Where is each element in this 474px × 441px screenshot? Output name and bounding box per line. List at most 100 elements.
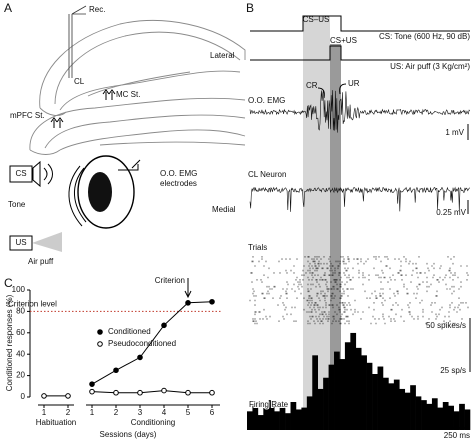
label: Medial bbox=[212, 205, 236, 214]
x-tick-label: 4 bbox=[162, 408, 167, 417]
label: O.O. EMG bbox=[160, 169, 197, 178]
label: CL bbox=[74, 77, 85, 86]
label: electrodes bbox=[160, 179, 197, 188]
bar bbox=[285, 413, 291, 430]
chart-title: Firing Rate bbox=[249, 400, 289, 409]
bar bbox=[355, 347, 362, 430]
bar bbox=[372, 374, 378, 430]
panel-label: B bbox=[246, 1, 254, 15]
y-tick-label: 20 bbox=[16, 371, 25, 380]
bar bbox=[361, 355, 367, 430]
data-point bbox=[41, 393, 47, 399]
cs-trace bbox=[250, 15, 470, 32]
brain-outline bbox=[59, 70, 241, 111]
label: mPFC St. bbox=[10, 111, 45, 120]
bar bbox=[252, 403, 259, 430]
bar bbox=[464, 409, 471, 430]
bar bbox=[366, 362, 373, 430]
legend-marker bbox=[97, 341, 103, 347]
bar bbox=[453, 411, 460, 430]
electrode bbox=[71, 5, 87, 15]
bar bbox=[344, 342, 351, 430]
series-line bbox=[91, 301, 213, 385]
x-tick-label: 5 bbox=[186, 408, 191, 417]
data-point bbox=[185, 300, 191, 306]
speaker bbox=[32, 160, 41, 188]
label: Rec. bbox=[89, 5, 105, 14]
bar bbox=[399, 388, 406, 430]
bar bbox=[388, 383, 395, 430]
label: Lateral bbox=[210, 51, 235, 60]
x-tick-label: 6 bbox=[210, 408, 215, 417]
bar bbox=[312, 355, 319, 430]
data-point bbox=[161, 322, 167, 329]
label: US: Air puff (3 Kg/cm²) bbox=[390, 62, 470, 71]
bar bbox=[279, 405, 286, 430]
annotation-arrow bbox=[184, 278, 192, 299]
label: CR bbox=[306, 81, 318, 90]
bar bbox=[306, 396, 313, 430]
y-tick-label: 40 bbox=[16, 349, 25, 358]
brain-outline bbox=[87, 71, 191, 97]
y-tick-label: 80 bbox=[16, 307, 25, 316]
brain-outline bbox=[59, 129, 246, 151]
bar bbox=[448, 405, 454, 430]
cs-plus-us-interval bbox=[330, 44, 341, 430]
legend-marker bbox=[97, 329, 103, 335]
bar bbox=[393, 379, 400, 430]
label: MC St. bbox=[116, 90, 140, 99]
x-tick-label: 2 bbox=[66, 408, 71, 417]
group-label: Conditioning bbox=[131, 418, 175, 427]
bar bbox=[334, 351, 340, 430]
brain-outline bbox=[29, 97, 246, 151]
label: CL Neuron bbox=[248, 170, 286, 179]
iris bbox=[88, 172, 112, 212]
panel-c: C 0 20 40 60 80 100 1 2 1 2 3 4 5 6 Habituation Conditi… bbox=[4, 276, 222, 439]
legend-label: Pseudoconditioned bbox=[108, 339, 176, 348]
y-tick-label: 100 bbox=[12, 285, 26, 294]
label: 25 sp/s bbox=[440, 366, 466, 375]
cs-box bbox=[9, 165, 33, 183]
label: Air puff bbox=[28, 257, 54, 266]
x-tick-label: 1 bbox=[42, 408, 47, 417]
arrow bbox=[339, 83, 347, 95]
annotation: Criterion bbox=[155, 276, 185, 285]
bar bbox=[301, 407, 308, 430]
bar bbox=[268, 400, 275, 430]
us-trace bbox=[250, 45, 470, 61]
bar bbox=[404, 392, 411, 430]
label: UR bbox=[348, 79, 360, 88]
x-tick-label: 2 bbox=[114, 408, 119, 417]
x-axis-label: Sessions (days) bbox=[100, 430, 157, 439]
legend-label: Conditioned bbox=[108, 327, 151, 336]
label: 1 mV bbox=[445, 128, 464, 137]
data-point bbox=[65, 393, 71, 399]
label: US bbox=[15, 238, 26, 247]
data-point bbox=[209, 298, 215, 305]
bar bbox=[339, 359, 346, 430]
bar bbox=[328, 364, 335, 430]
x-tick-label: 1 bbox=[90, 408, 95, 417]
bar bbox=[442, 402, 449, 430]
panel-b: B CS–US CS+US CS: Tone (600 Hz, 90 dB) U… bbox=[246, 1, 471, 440]
bar bbox=[431, 398, 438, 430]
eyelid bbox=[68, 165, 87, 227]
data-point bbox=[89, 381, 95, 387]
bar bbox=[437, 407, 444, 430]
series-line bbox=[44, 390, 212, 397]
data-point bbox=[137, 354, 143, 361]
bar bbox=[295, 409, 302, 430]
bar bbox=[410, 385, 416, 430]
electrode bbox=[50, 117, 64, 128]
emg-trace bbox=[249, 90, 471, 133]
label: 0.25 mV bbox=[436, 208, 466, 217]
label: O.O. EMG bbox=[248, 96, 285, 105]
bar bbox=[317, 388, 324, 430]
brain-outline bbox=[29, 141, 246, 155]
bar bbox=[257, 415, 264, 430]
panel-label: C bbox=[4, 276, 13, 290]
bar bbox=[247, 411, 253, 430]
label: 50 spikes/s bbox=[426, 321, 466, 330]
label: CS–US bbox=[303, 15, 330, 24]
bar bbox=[274, 411, 280, 430]
